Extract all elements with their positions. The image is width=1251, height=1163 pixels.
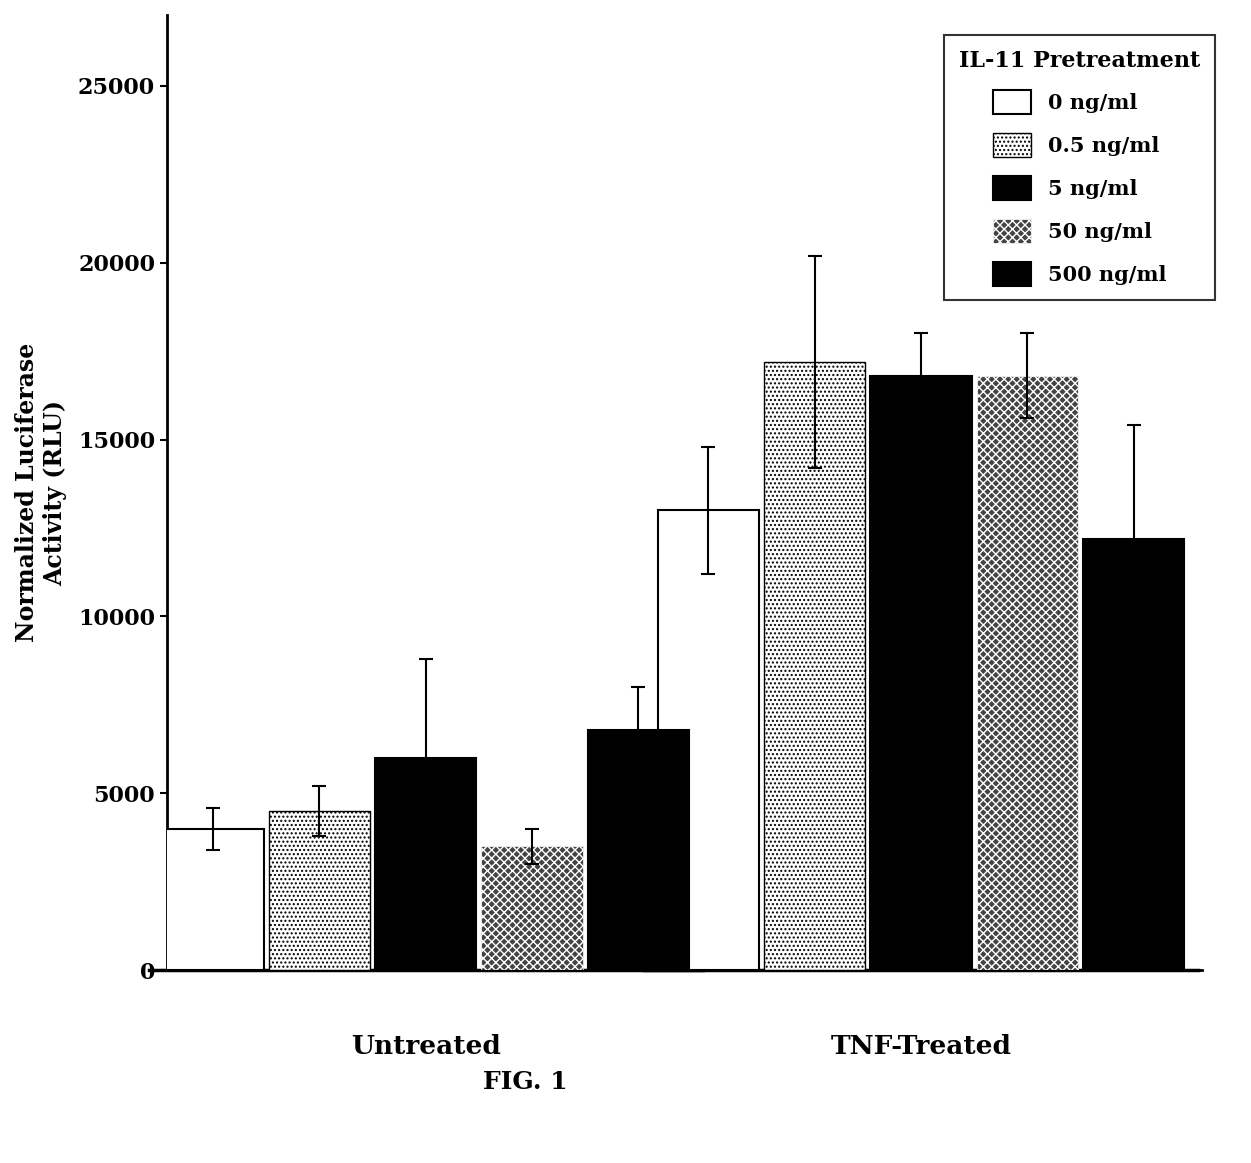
Text: Untreated: Untreated — [350, 1034, 500, 1059]
Bar — [482, 847, 583, 970]
Bar — [658, 511, 759, 970]
Y-axis label: Normalized Luciferase
Activity (RLU): Normalized Luciferase Activity (RLU) — [15, 343, 66, 642]
Bar — [588, 729, 689, 970]
Text: FIG. 1: FIG. 1 — [483, 1070, 568, 1093]
Bar — [375, 758, 477, 970]
Bar — [977, 376, 1078, 970]
Text: TNF-Treated: TNF-Treated — [831, 1034, 1011, 1059]
Bar — [163, 829, 264, 970]
Legend: 0 ng/ml, 0.5 ng/ml, 5 ng/ml, 50 ng/ml, 500 ng/ml: 0 ng/ml, 0.5 ng/ml, 5 ng/ml, 50 ng/ml, 5… — [945, 35, 1215, 300]
Bar — [764, 362, 866, 970]
Bar — [269, 811, 370, 970]
Bar — [871, 376, 972, 970]
Bar — [1083, 538, 1185, 970]
